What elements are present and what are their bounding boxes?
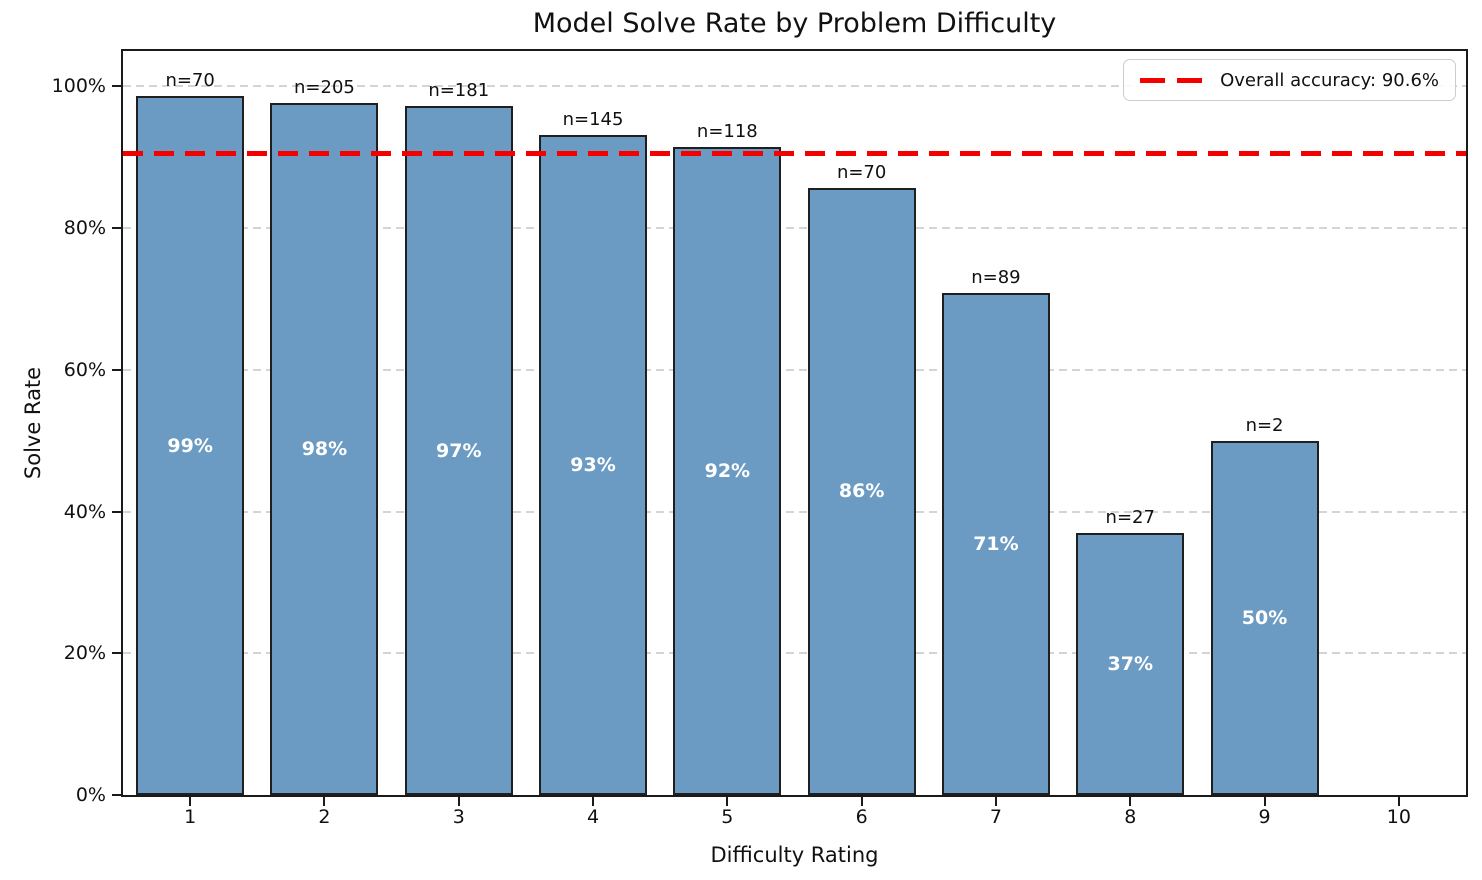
bar-difficulty-6: 86% — [807, 187, 916, 795]
bar-difficulty-4: 93% — [539, 135, 648, 795]
y-tick-mark — [112, 794, 121, 796]
x-tick-mark — [860, 797, 863, 806]
bar-n-label: n=205 — [294, 77, 355, 99]
y-tick-mark — [112, 368, 121, 371]
bar-difficulty-1: 99% — [136, 96, 245, 795]
bar-difficulty-3: 97% — [404, 106, 513, 795]
bar-difficulty-5: 92% — [673, 146, 782, 795]
legend-label: Overall accuracy: 90.6% — [1220, 69, 1439, 91]
x-tick-mark — [323, 797, 326, 806]
overall-accuracy-line — [123, 151, 1466, 157]
x-tick-label: 10 — [1386, 806, 1411, 828]
bar-n-label: n=70 — [165, 70, 215, 92]
gridline-60 — [123, 368, 1466, 371]
y-tick-label: 20% — [63, 642, 106, 665]
gridline-20 — [123, 652, 1466, 655]
dashed-line-sample-icon — [1140, 77, 1203, 83]
y-tick-mark — [112, 510, 121, 513]
bar-value-label: 92% — [704, 459, 751, 482]
gridline-40 — [123, 510, 1466, 513]
x-tick-label: 6 — [855, 806, 868, 828]
bar-value-label: 71% — [973, 533, 1019, 556]
bar-n-label: n=27 — [1105, 506, 1155, 528]
bar-value-label: 86% — [838, 480, 885, 503]
bar-n-label: n=145 — [562, 109, 624, 131]
x-tick-mark — [1263, 797, 1266, 806]
legend: Overall accuracy: 90.6% — [1123, 59, 1456, 101]
x-tick-mark — [592, 797, 595, 806]
x-tick-label: 1 — [184, 806, 197, 828]
y-tick-label: 60% — [63, 358, 106, 381]
plot-area: 99% n=70 98% n=205 97% n=181 93% n=145 92% n=118 8… — [121, 49, 1468, 797]
bar-difficulty-7: 71% — [941, 293, 1050, 795]
x-tick-label: 2 — [318, 806, 331, 828]
y-tick-mark — [112, 652, 121, 655]
x-axis-label: Difficulty Rating — [710, 843, 879, 867]
x-tick-label: 9 — [1258, 806, 1271, 828]
x-tick-label: 4 — [587, 806, 600, 828]
x-tick-mark — [1129, 797, 1132, 806]
bar-difficulty-9: 50% — [1210, 440, 1319, 795]
bar-value-label: 98% — [301, 438, 348, 461]
bar-n-label: n=181 — [428, 80, 490, 102]
x-tick-mark — [457, 797, 460, 806]
x-tick-label: 3 — [452, 806, 465, 828]
bar-difficulty-2: 98% — [270, 103, 379, 795]
y-axis-label: Solve Rate — [21, 366, 45, 480]
y-tick-label: 40% — [63, 500, 106, 523]
chart-title: Model Solve Rate by Problem Difficulty — [532, 8, 1057, 39]
bar-n-label: n=70 — [836, 161, 887, 183]
x-tick-label: 7 — [989, 806, 1002, 828]
gridline-80 — [123, 227, 1466, 230]
y-tick-label: 0% — [75, 784, 106, 806]
bar-value-label: 99% — [167, 434, 213, 457]
bar-difficulty-8: 37% — [1076, 532, 1185, 795]
bar-value-label: 93% — [570, 454, 616, 477]
x-tick-label: 5 — [721, 806, 734, 828]
y-tick-label: 80% — [63, 217, 106, 240]
y-tick-mark — [112, 85, 121, 88]
bar-n-label: n=89 — [971, 267, 1021, 289]
x-tick-mark — [994, 797, 997, 806]
bar-value-label: 50% — [1241, 606, 1288, 629]
x-tick-mark — [189, 797, 192, 806]
x-tick-label: 8 — [1124, 806, 1137, 828]
bar-value-label: 97% — [436, 439, 482, 462]
x-tick-mark — [726, 797, 729, 806]
bar-value-label: 37% — [1107, 652, 1153, 675]
x-tick-mark — [1397, 797, 1400, 806]
bar-n-label: n=118 — [696, 120, 758, 142]
gridline-100 — [123, 85, 1466, 88]
bar-n-label: n=2 — [1245, 414, 1284, 436]
y-tick-mark — [112, 227, 121, 230]
y-tick-label: 100% — [51, 75, 106, 98]
